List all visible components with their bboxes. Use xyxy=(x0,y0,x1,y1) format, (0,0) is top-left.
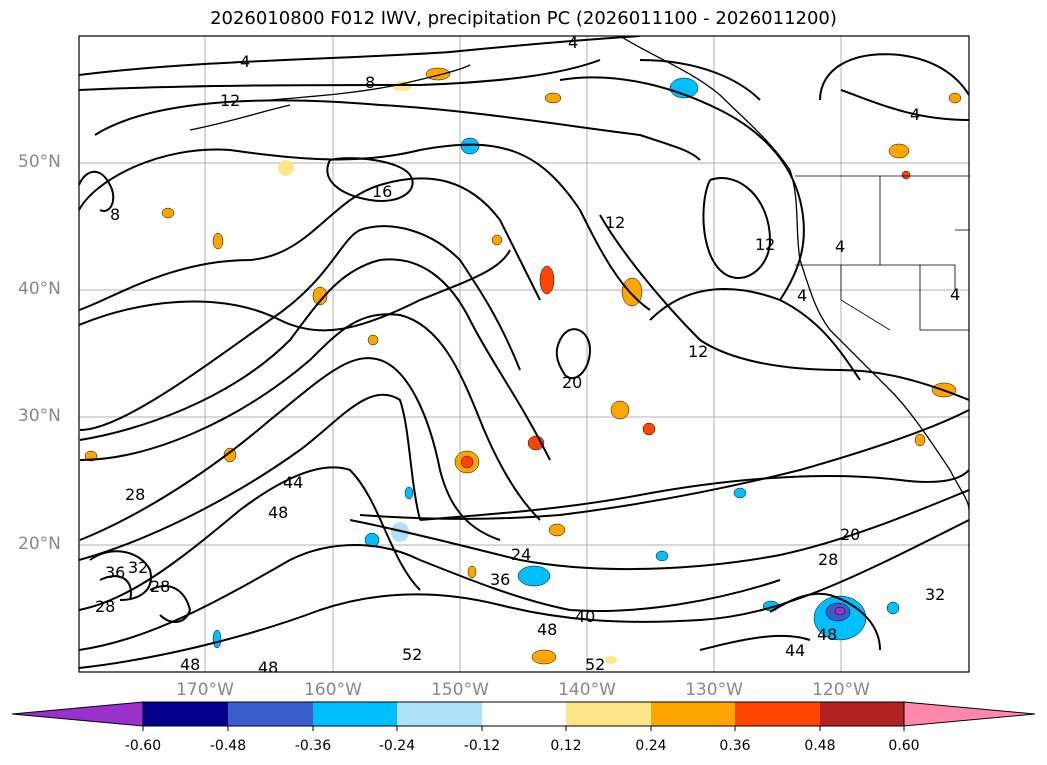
contour-label: 4 xyxy=(835,237,845,256)
contour-label: 12 xyxy=(605,213,625,232)
colorbar-tick: 0.36 xyxy=(719,738,751,754)
colorbar-tick: -0.36 xyxy=(294,738,332,754)
colorbar-bin xyxy=(482,702,566,726)
contour-label: 12 xyxy=(755,235,775,254)
colorbar-bin xyxy=(228,702,313,726)
contour-label: 44 xyxy=(785,641,805,660)
colorbar-tick: -0.48 xyxy=(209,738,247,754)
contour-label: 32 xyxy=(925,585,945,604)
precip-shading xyxy=(84,67,962,665)
colorbar-tick: 0.60 xyxy=(888,738,920,754)
colorbar-extend-max xyxy=(903,701,1036,727)
contour-label: 4 xyxy=(950,285,960,304)
contour-label: 4 xyxy=(568,33,578,52)
colorbar-tick: 0.12 xyxy=(550,738,582,754)
contour-label: 12 xyxy=(220,91,240,110)
colorbar-bin xyxy=(397,702,482,726)
contour-label: 4 xyxy=(797,286,807,305)
contour-label: 16 xyxy=(372,182,392,201)
contour-label: 48 xyxy=(537,620,557,639)
colorbar-tick: -0.60 xyxy=(124,738,162,754)
colorbar xyxy=(11,701,1036,731)
contour-label: 28 xyxy=(818,550,838,569)
colorbar-bin xyxy=(820,702,904,726)
contour-label: 32 xyxy=(128,558,148,577)
contour-label: 36 xyxy=(105,563,125,582)
contour-label: 48 xyxy=(180,655,200,674)
lat-label: 50°N xyxy=(18,152,61,172)
contour-label: 52 xyxy=(585,655,605,674)
map-title: 2026010800 F012 IWV, precipitation PC (2… xyxy=(210,8,837,29)
contour-label: 20 xyxy=(562,373,582,392)
contour-label: 12 xyxy=(688,342,708,361)
contour-label: 52 xyxy=(402,645,422,664)
colorbar-extend-min xyxy=(11,701,144,727)
contour-label: 24 xyxy=(511,545,531,564)
contour-label: 48 xyxy=(258,658,278,677)
lon-label: 140°W xyxy=(558,680,616,700)
contour-label: 4 xyxy=(240,52,250,71)
lon-label: 120°W xyxy=(812,680,870,700)
colorbar-bin xyxy=(313,702,397,726)
lon-label: 130°W xyxy=(685,680,743,700)
colorbar-tick: -0.12 xyxy=(463,738,501,754)
contour-labels: 4 8 12 16 20 24 28 32 36 40 44 48 52 12 … xyxy=(95,33,960,677)
colorbar-tick: 0.24 xyxy=(635,738,667,754)
contour-label: 28 xyxy=(125,485,145,504)
colorbar-tick: 0.48 xyxy=(804,738,836,754)
map-area xyxy=(79,36,969,672)
lat-label: 30°N xyxy=(18,406,61,426)
contour-label: 28 xyxy=(150,577,170,596)
lat-label: 20°N xyxy=(18,534,61,554)
map-frame xyxy=(78,35,970,673)
colorbar-bin xyxy=(143,702,228,726)
colorbar-bin xyxy=(566,702,651,726)
colorbar-bin xyxy=(651,702,735,726)
state-borders xyxy=(795,175,969,331)
contour-label: 44 xyxy=(283,473,303,492)
contour-label: 40 xyxy=(575,607,595,626)
contour-label: 20 xyxy=(840,525,860,544)
colorbar-bin xyxy=(735,702,820,726)
coastline xyxy=(189,36,969,511)
lon-label: 170°W xyxy=(176,680,234,700)
iwv-contours xyxy=(79,36,969,669)
lat-label: 40°N xyxy=(18,279,61,299)
contour-label: 8 xyxy=(365,73,375,92)
contour-label: 4 xyxy=(910,105,920,124)
contour-label: 48 xyxy=(817,625,837,644)
contour-label: 48 xyxy=(268,503,288,522)
colorbar-tick: -0.24 xyxy=(378,738,416,754)
contour-label: 8 xyxy=(110,205,120,224)
contour-label: 28 xyxy=(95,597,115,616)
contour-label: 36 xyxy=(490,570,510,589)
lon-label: 160°W xyxy=(304,680,362,700)
lon-label: 150°W xyxy=(431,680,489,700)
